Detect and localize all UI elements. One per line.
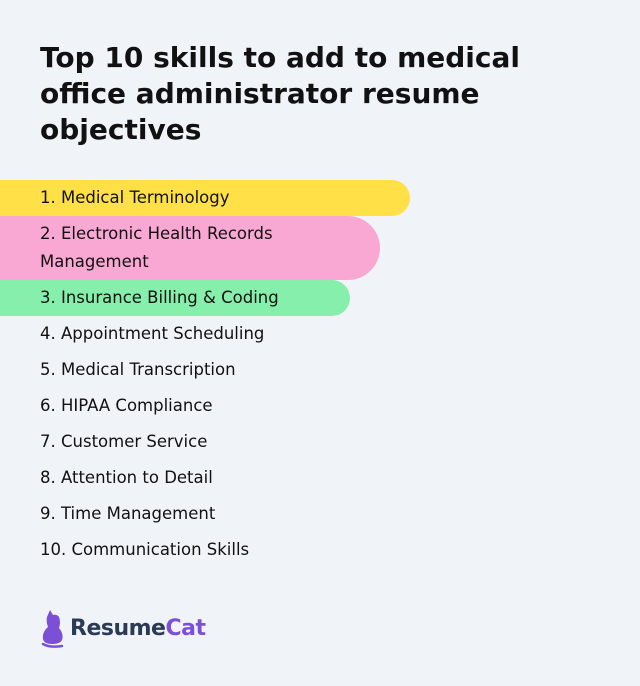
- item-label: 1. Medical Terminology: [40, 188, 230, 207]
- list-item: 10. Communication Skills: [0, 532, 640, 568]
- resumecat-logo: ResumeCat: [40, 608, 206, 648]
- logo-text: ResumeCat: [70, 615, 206, 641]
- item-label: 7. Customer Service: [40, 432, 208, 451]
- page-title: Top 10 skills to add to medical office a…: [40, 41, 520, 146]
- cat-icon: [41, 610, 64, 648]
- list-item: 1. Medical Terminology: [0, 180, 410, 216]
- item-label: 4. Appointment Scheduling: [40, 324, 265, 343]
- item-label: 5. Medical Transcription: [40, 360, 236, 379]
- list-item: 6. HIPAA Compliance: [0, 388, 640, 424]
- item-label: 6. HIPAA Compliance: [40, 396, 213, 415]
- item-label: 9. Time Management: [40, 504, 216, 523]
- list-item: 9. Time Management: [0, 496, 640, 532]
- list-item: 5. Medical Transcription: [0, 352, 640, 388]
- item-label: 2. Electronic Health Records Management: [40, 224, 273, 271]
- list-item: 8. Attention to Detail: [0, 460, 640, 496]
- list-item: 3. Insurance Billing & Coding: [0, 280, 350, 316]
- item-label: 8. Attention to Detail: [40, 468, 213, 487]
- list-item: 4. Appointment Scheduling: [0, 316, 640, 352]
- list-item: 2. Electronic Health Records Management: [0, 216, 380, 280]
- skills-list: 1. Medical Terminology 2. Electronic Hea…: [0, 180, 640, 568]
- list-item: 7. Customer Service: [0, 424, 640, 460]
- item-label: 10. Communication Skills: [40, 540, 250, 559]
- logo-text-cat: Cat: [165, 615, 206, 641]
- item-label: 3. Insurance Billing & Coding: [40, 288, 279, 307]
- logo-text-resume: Resume: [70, 615, 166, 641]
